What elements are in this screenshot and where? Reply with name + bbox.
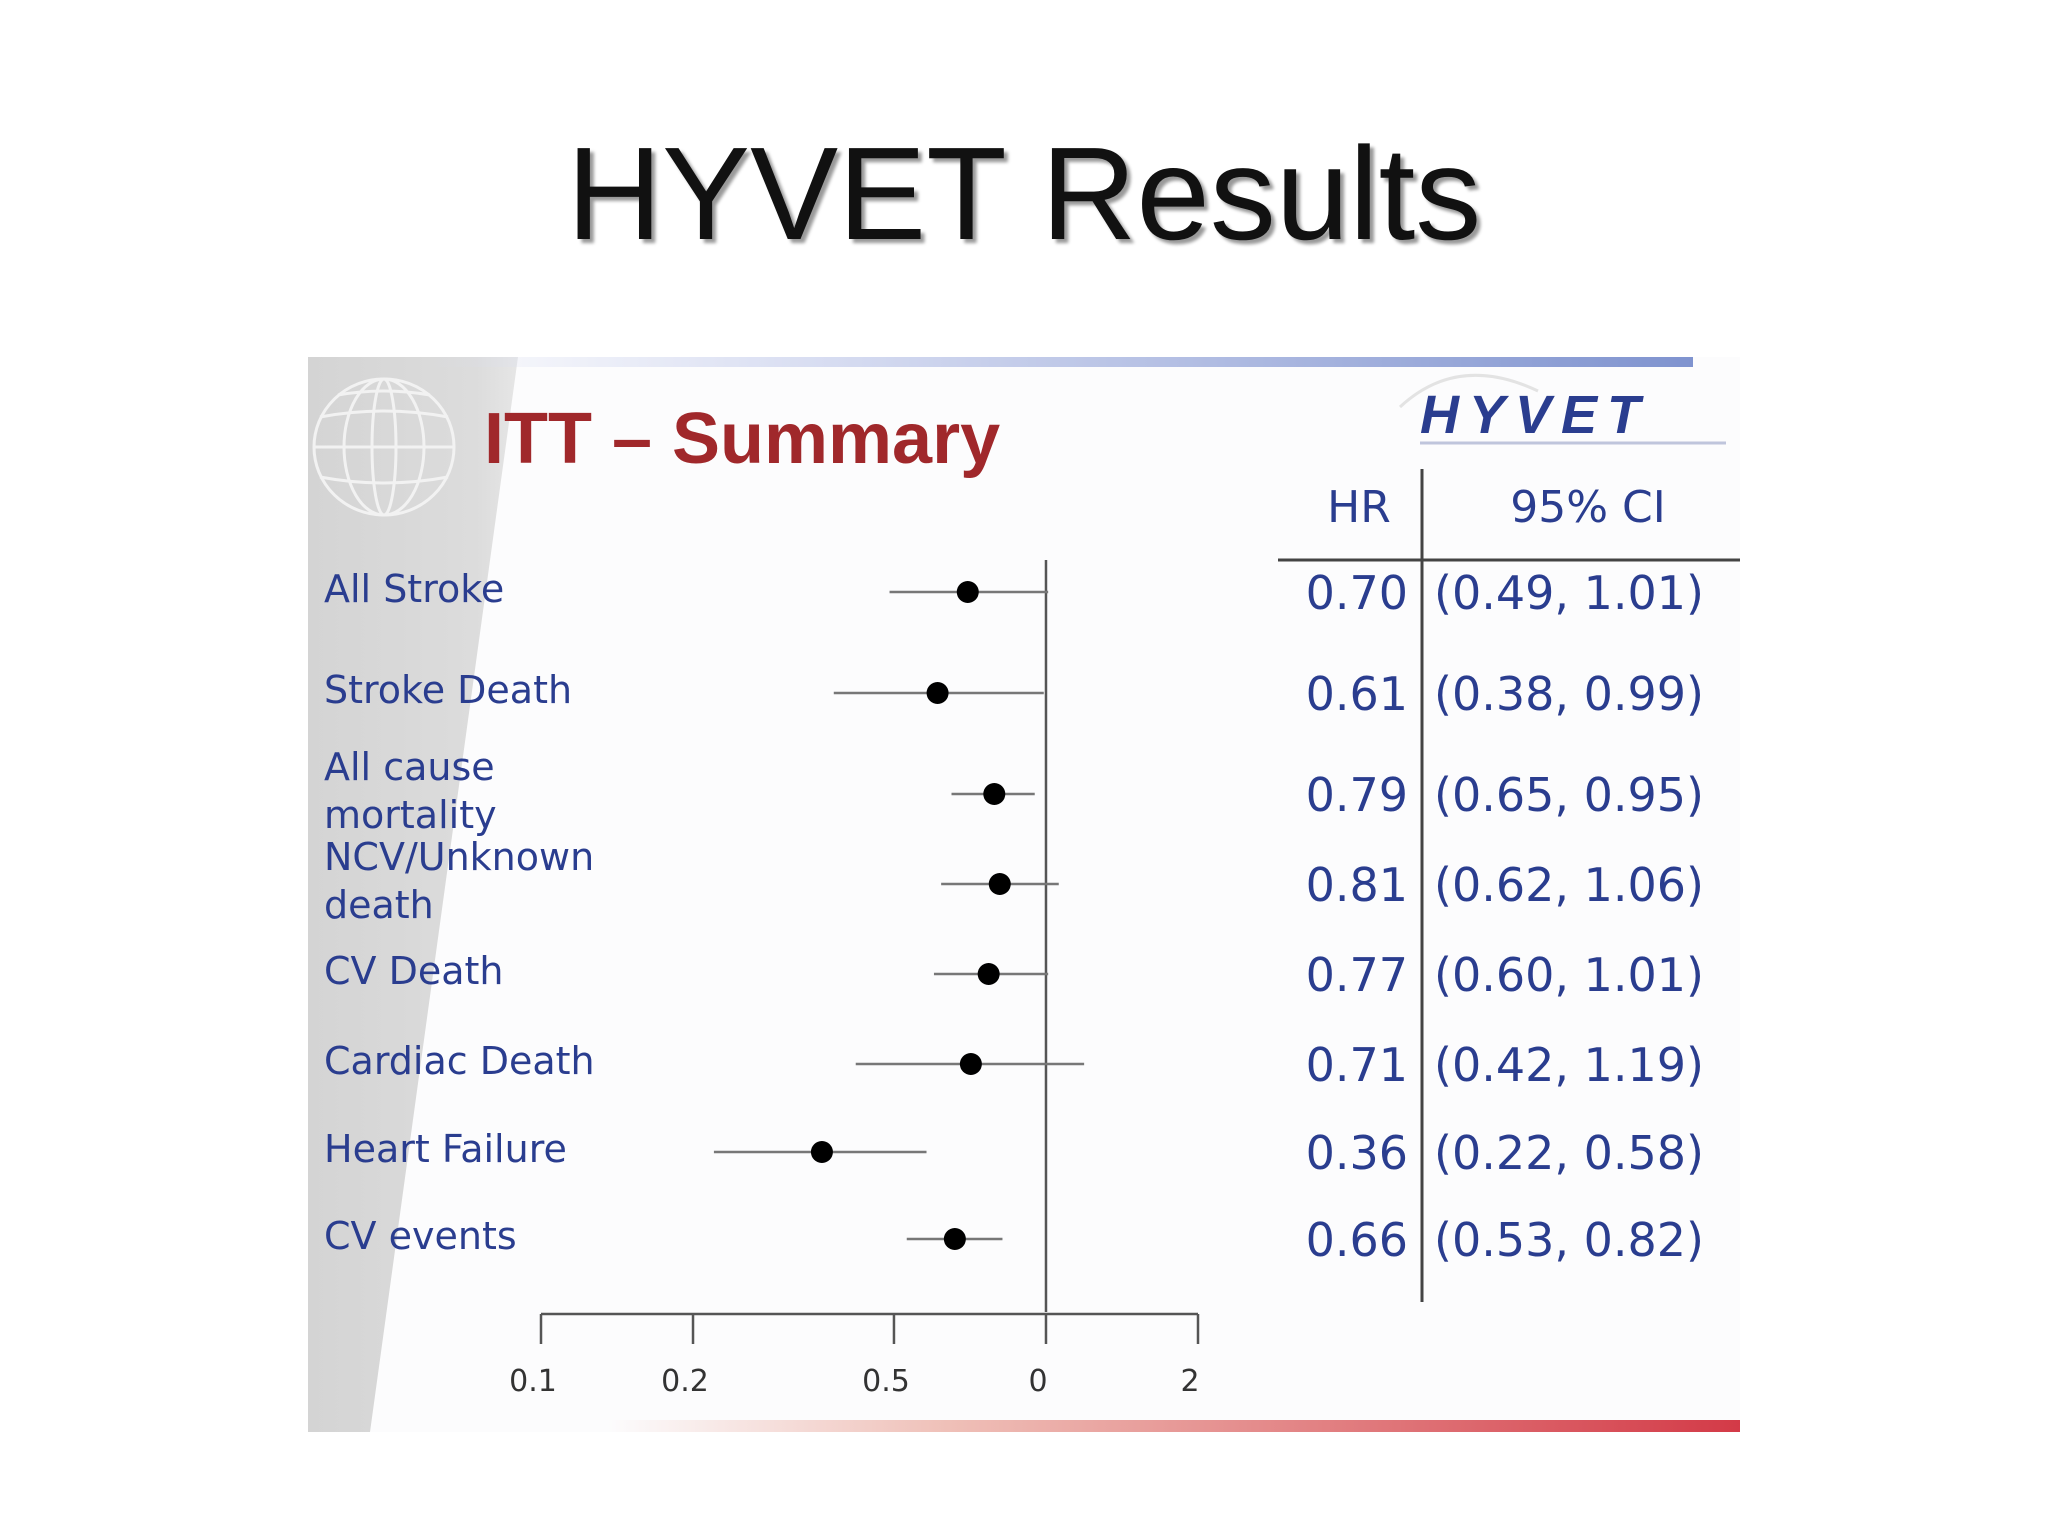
ci-value: (0.38, 0.99): [1434, 667, 1704, 721]
hr-value: 0.77: [1306, 948, 1408, 1002]
row-label: All Stroke: [324, 567, 504, 611]
panel-heading: ITT – Summary: [484, 399, 1000, 479]
x-tick-label: 0.5: [862, 1364, 910, 1399]
hr-value: 0.66: [1306, 1213, 1408, 1267]
hyvet-logo: HYVET: [1398, 373, 1726, 445]
forest-plot: ITT – Summary HYVET 0.1 0.2 0.5 0 2 HR 95% CI A…: [312, 373, 1740, 1399]
row-label: All cause: [324, 745, 495, 789]
x-tick-label: 0: [1028, 1364, 1047, 1399]
hr-point: [977, 963, 1000, 985]
hr-point: [810, 1141, 833, 1163]
hr-point: [943, 1228, 966, 1250]
hr-value: 0.71: [1306, 1038, 1408, 1092]
hr-column-header: HR: [1327, 482, 1391, 533]
slide-title: HYVET Results: [566, 120, 1482, 267]
row-label: Cardiac Death: [324, 1039, 595, 1083]
logo-wordmark: HYVET: [1420, 385, 1650, 445]
hr-point: [959, 1053, 982, 1075]
bottom-gradient-bar: [608, 1420, 1740, 1432]
row-label: mortality: [324, 793, 497, 837]
row-label: NCV/Unknown: [324, 835, 594, 879]
ci-value: (0.53, 0.82): [1434, 1213, 1704, 1267]
hr-point: [956, 581, 979, 603]
row-label: CV events: [324, 1214, 517, 1258]
ci-value: (0.22, 0.58): [1434, 1126, 1704, 1180]
ci-value: (0.49, 1.01): [1434, 566, 1704, 620]
x-tick-label: 2: [1180, 1364, 1199, 1399]
ci-value: (0.62, 1.06): [1434, 858, 1704, 912]
globe-icon: [312, 377, 456, 517]
hr-value: 0.81: [1306, 858, 1408, 912]
row-label: Stroke Death: [324, 668, 572, 712]
ci-value: (0.60, 1.01): [1434, 948, 1704, 1002]
ci-value: (0.65, 0.95): [1434, 768, 1704, 822]
row-label: Heart Failure: [324, 1127, 567, 1171]
hr-value: 0.70: [1306, 566, 1408, 620]
x-tick-label: 0.2: [661, 1364, 709, 1399]
x-tick-label: 0.1: [509, 1364, 557, 1399]
hr-value: 0.36: [1306, 1126, 1408, 1180]
ci-value: (0.42, 1.19): [1434, 1038, 1704, 1092]
hr-value: 0.79: [1306, 768, 1408, 822]
row-label: CV Death: [324, 949, 504, 993]
hr-value: 0.61: [1306, 667, 1408, 721]
hr-point: [983, 783, 1006, 805]
top-gradient-bar: [428, 357, 1693, 367]
hr-point: [926, 682, 949, 704]
hr-point: [988, 873, 1011, 895]
row-label: death: [324, 883, 434, 927]
summary-panel: ITT – Summary HYVET 0.1 0.2 0.5 0 2 HR 95% CI A…: [308, 357, 1740, 1432]
ci-column-header: 95% CI: [1510, 482, 1665, 533]
